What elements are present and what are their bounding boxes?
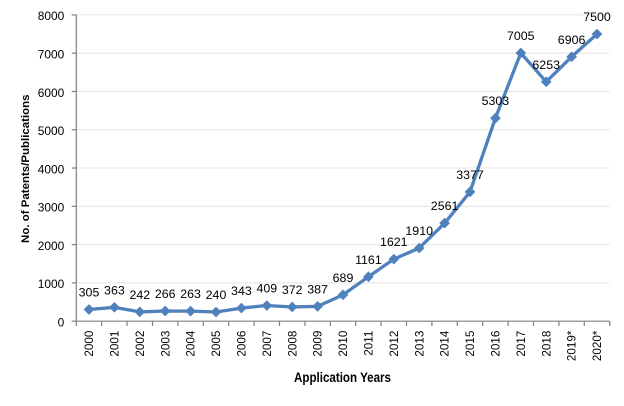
svg-text:2018: 2018 [540,331,553,357]
svg-text:2000: 2000 [83,330,96,357]
svg-text:1161: 1161 [355,253,382,267]
svg-text:242: 242 [129,288,150,302]
svg-text:No. of Patents/Publications: No. of Patents/Publications [20,94,32,243]
svg-text:2015: 2015 [464,330,477,357]
svg-text:2020*: 2020* [591,330,604,361]
svg-text:266: 266 [155,287,176,301]
svg-text:Application Years: Application Years [294,370,391,385]
svg-text:7500: 7500 [583,10,611,24]
svg-text:5303: 5303 [482,94,510,108]
svg-text:2561: 2561 [431,199,459,213]
svg-text:1621: 1621 [380,235,408,249]
svg-text:0: 0 [58,316,65,330]
svg-text:409: 409 [256,282,277,296]
svg-text:2007: 2007 [261,331,274,357]
svg-text:2011: 2011 [363,331,376,356]
svg-text:8000: 8000 [38,9,65,23]
svg-text:7005: 7005 [507,29,535,43]
svg-text:2009: 2009 [312,331,325,357]
svg-text:2013: 2013 [413,331,426,357]
svg-text:1910: 1910 [405,224,433,238]
svg-text:343: 343 [231,284,252,298]
svg-text:689: 689 [333,271,354,285]
svg-text:6000: 6000 [38,86,65,100]
svg-text:240: 240 [206,288,227,302]
svg-text:2000: 2000 [38,239,65,253]
svg-text:372: 372 [282,283,303,297]
svg-text:2003: 2003 [159,331,172,357]
svg-text:363: 363 [104,283,125,297]
svg-text:2012: 2012 [388,331,401,357]
svg-text:263: 263 [180,287,201,301]
svg-text:2008: 2008 [286,331,299,357]
svg-text:2019*: 2019* [566,330,579,361]
svg-text:2016: 2016 [490,331,503,357]
svg-text:2002: 2002 [134,331,147,357]
svg-text:2014: 2014 [439,330,452,357]
svg-text:7000: 7000 [38,47,65,61]
svg-text:305: 305 [79,286,100,300]
svg-text:2017: 2017 [515,331,528,357]
svg-text:2010: 2010 [337,330,350,357]
svg-text:2005: 2005 [210,330,223,357]
svg-text:2006: 2006 [236,331,249,357]
svg-text:5000: 5000 [38,124,65,138]
svg-text:1000: 1000 [38,277,65,291]
svg-text:6253: 6253 [532,58,560,72]
svg-text:6906: 6906 [558,33,586,47]
svg-text:3377: 3377 [456,168,484,182]
svg-text:2004: 2004 [185,330,198,357]
svg-text:387: 387 [307,282,328,296]
svg-text:3000: 3000 [38,201,65,215]
svg-text:4000: 4000 [38,162,65,176]
svg-text:2001: 2001 [109,331,122,357]
